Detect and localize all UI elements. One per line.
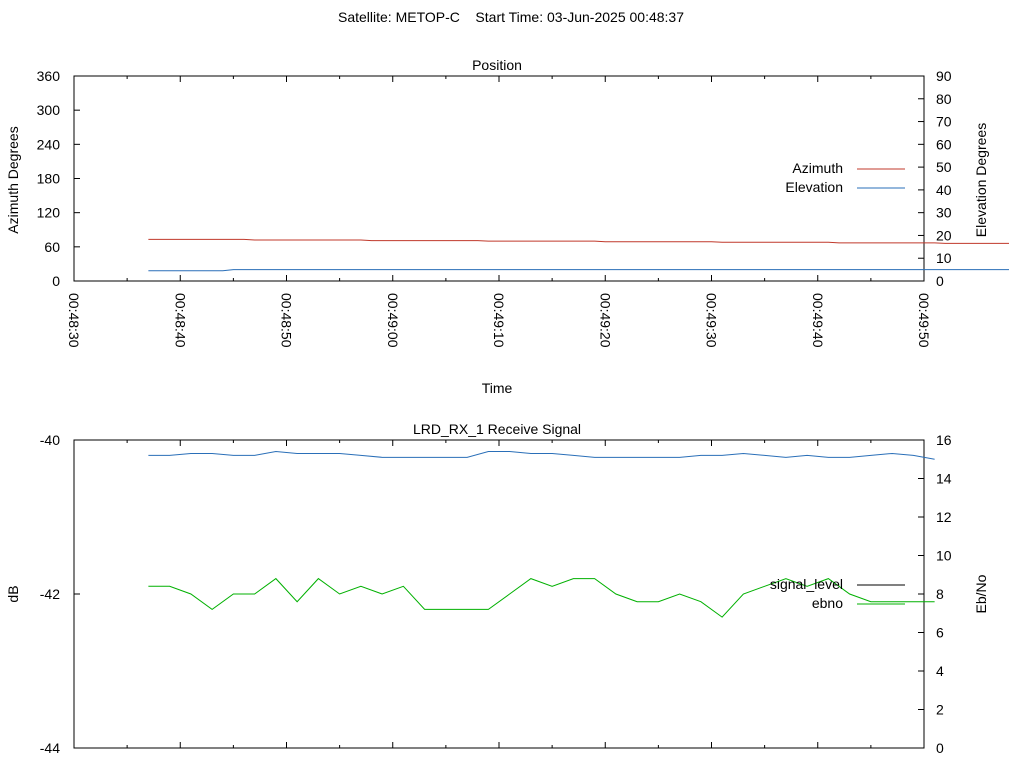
azimuth-axis-label: Azimuth Degrees: [5, 126, 21, 233]
db-tick-label: -42: [40, 586, 60, 602]
time-tick-label: 00:49:20: [597, 293, 613, 348]
azimuth-tick-label: 240: [37, 136, 61, 152]
time-tick-label: 00:48:30: [66, 293, 82, 348]
receive-signal-plot-frame: [73, 439, 925, 749]
azimuth-tick-label: 360: [37, 68, 61, 84]
time-tick-label: 00:49:40: [810, 293, 826, 348]
elevation-tick-label: 0: [936, 273, 944, 289]
receive-signal-plot: LRD_RX_1 Receive Signal dB Eb/No -40 -42 -…: [5, 421, 989, 756]
ebno-series-line: [148, 577, 935, 618]
ebno-legend-label: ebno: [812, 595, 843, 611]
azimuth-tick-label: 60: [44, 239, 60, 255]
time-tick-label: 00:48:50: [279, 293, 295, 348]
time-tick-label: 00:49:30: [704, 293, 720, 348]
azimuth-legend-label: Azimuth: [792, 160, 843, 176]
elevation-tick-label: 30: [936, 205, 952, 221]
elevation-tick-label: 60: [936, 136, 952, 152]
elevation-tick-label: 70: [936, 114, 952, 130]
eb-no-upper-series-line: [148, 451, 935, 460]
elevation-tick-label: 50: [936, 159, 952, 175]
ebno-tick-label: 4: [936, 663, 944, 679]
azimuth-series-line: [148, 238, 1009, 244]
elevation-tick-label: 40: [936, 182, 952, 198]
ebno-axis-label: Eb/No: [973, 574, 989, 613]
time-tick-label: 00:48:40: [172, 293, 188, 348]
elevation-tick-label: 80: [936, 91, 952, 107]
ebno-tick-label: 10: [936, 548, 952, 564]
receive-signal-title: LRD_RX_1 Receive Signal: [413, 421, 581, 437]
ebno-tick-label: 8: [936, 586, 944, 602]
azimuth-tick-label: 0: [52, 273, 60, 289]
elevation-tick-label: 90: [936, 68, 952, 84]
elevation-legend-label: Elevation: [785, 179, 843, 195]
ebno-tick-label: 2: [936, 702, 944, 718]
elevation-axis-label: Elevation Degrees: [973, 123, 989, 237]
db-axis-label: dB: [5, 585, 21, 602]
ebno-tick-label: 12: [936, 509, 952, 525]
time-tick-label: 00:49:00: [385, 293, 401, 348]
ebno-tick-label: 0: [936, 740, 944, 756]
time-axis-label: Time: [482, 380, 513, 396]
page-title: Satellite: METOP-C Start Time: 03-Jun-20…: [338, 9, 684, 25]
azimuth-tick-label: 300: [37, 102, 61, 118]
ebno-tick-label: 16: [936, 432, 952, 448]
time-tick-label: 00:49:10: [491, 293, 507, 348]
elevation-tick-label: 20: [936, 227, 952, 243]
azimuth-tick-label: 180: [37, 171, 61, 187]
position-plot: Position Azimuth Degrees Elevation Degre…: [5, 57, 1009, 396]
ebno-tick-label: 6: [936, 625, 944, 641]
time-tick-label: 00:49:50: [916, 293, 932, 348]
signal_level-legend-label: signal_level: [770, 576, 843, 592]
ebno-tick-label: 14: [936, 471, 952, 487]
azimuth-tick-label: 120: [37, 205, 61, 221]
db-tick-label: -44: [40, 740, 60, 756]
position-title: Position: [472, 57, 522, 73]
db-tick-label: -40: [40, 432, 60, 448]
elevation-tick-label: 10: [936, 250, 952, 266]
elevation-series-line: [148, 269, 1009, 272]
